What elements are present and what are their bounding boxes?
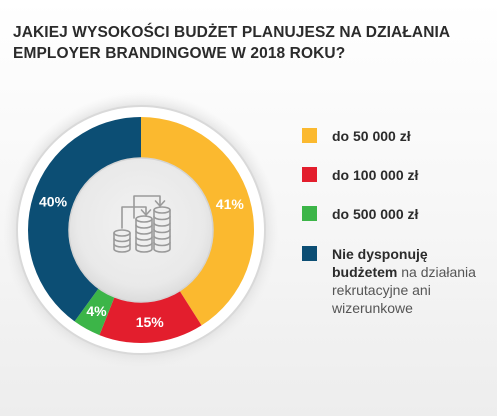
donut-slice-500k [74,288,115,336]
legend-label-500k: do 500 000 zł [332,206,419,222]
slice-label-no-budget: 40% [39,193,68,209]
coins-transfer-icon [113,195,171,253]
slice-label-50k: 41% [216,196,245,212]
legend-swatch-50k [302,128,317,143]
chart-title-line-1: JAKIEJ WYSOKOŚCI BUDŻET PLANUJESZ NA DZI… [13,24,451,41]
legend-label-100k: do 100 000 zł [332,167,419,183]
legend-label-50k: do 50 000 zł [332,128,411,144]
donut-hole [69,158,213,302]
donut-slice-labels: 41% 15% 4% 40% [39,193,244,330]
chart-title: JAKIEJ WYSOKOŚCI BUDŻET PLANUJESZ NA DZI… [13,22,483,64]
slice-label-500k: 4% [86,303,107,319]
donut-slices [28,117,254,343]
legend-label-no-budget-rest: na działania rekrutacyjne ani wizerunkow… [332,264,476,316]
donut-slice-no-budget [28,117,141,322]
donut-slice-50k [141,117,254,326]
legend-swatch-100k [302,167,317,182]
legend-swatch-500k [302,206,317,221]
donut-hole-rim [68,157,214,303]
chart-title-line-2: EMPLOYER BRANDINGOWE W 2018 ROKU? [13,45,346,62]
donut-slice-100k [99,290,202,343]
legend-label-no-budget-bold: Nie dysponuję budżetem [332,246,428,280]
legend-swatch-no-budget [302,246,317,261]
slice-label-100k: 15% [136,314,165,330]
